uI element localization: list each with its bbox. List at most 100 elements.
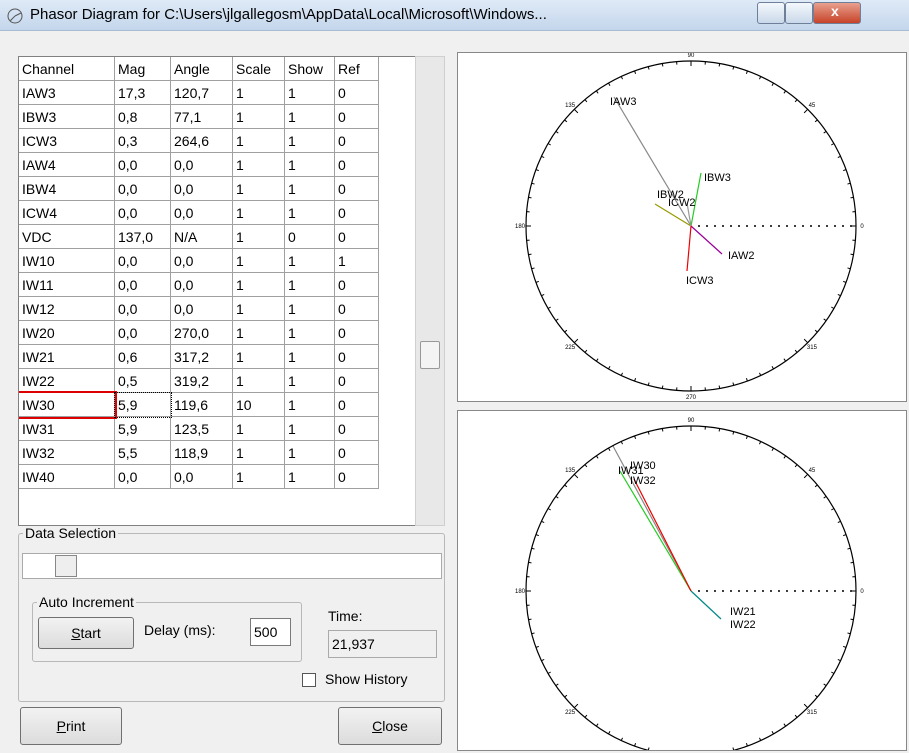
minimize-button[interactable] (757, 2, 785, 24)
table-cell[interactable]: 0 (334, 80, 379, 105)
table-cell[interactable]: 1 (284, 272, 335, 297)
table-cell[interactable]: 1 (334, 248, 379, 273)
table-cell[interactable]: 0 (334, 320, 379, 345)
table-cell[interactable]: 0 (334, 272, 379, 297)
table-cell[interactable]: 1 (232, 320, 285, 345)
table-cell[interactable]: N/A (170, 224, 233, 249)
table-cell[interactable]: 1 (232, 200, 285, 225)
table-cell[interactable]: 0 (334, 416, 379, 441)
table-cell[interactable]: IW32 (19, 440, 115, 465)
table-cell[interactable]: 0,0 (170, 152, 233, 177)
table-cell[interactable]: 0,0 (114, 200, 171, 225)
table-cell[interactable]: 1 (284, 416, 335, 441)
table-cell[interactable]: 1 (284, 368, 335, 393)
table-cell[interactable]: 0 (334, 368, 379, 393)
table-cell[interactable]: 0,0 (170, 272, 233, 297)
table-cell[interactable]: 5,9 (114, 416, 171, 441)
table-cell[interactable]: 1 (284, 320, 335, 345)
table-cell[interactable]: 0 (334, 200, 379, 225)
table-cell[interactable]: 0,0 (114, 464, 171, 489)
table-cell[interactable]: IAW4 (19, 152, 115, 177)
table-cell[interactable]: 0 (334, 296, 379, 321)
table-cell[interactable]: 1 (284, 80, 335, 105)
table-cell[interactable]: 0,8 (114, 104, 171, 129)
table-cell[interactable]: 77,1 (170, 104, 233, 129)
table-cell[interactable]: 0,0 (114, 272, 171, 297)
table-cell[interactable]: 1 (284, 104, 335, 129)
table-cell[interactable]: 0 (334, 224, 379, 249)
table-cell[interactable]: 0 (334, 152, 379, 177)
table-cell[interactable]: 0 (334, 440, 379, 465)
show-history-checkbox[interactable] (302, 673, 316, 687)
table-cell[interactable]: 137,0 (114, 224, 171, 249)
table-cell[interactable]: 123,5 (170, 416, 233, 441)
table-cell[interactable]: 1 (232, 80, 285, 105)
start-button[interactable]: Start (38, 617, 134, 649)
table-cell[interactable]: IW12 (19, 296, 115, 321)
table-cell[interactable]: 270,0 (170, 320, 233, 345)
scroll-thumb[interactable] (420, 341, 440, 369)
table-cell[interactable]: 0 (284, 224, 335, 249)
table-cell[interactable]: 1 (284, 176, 335, 201)
table-cell[interactable]: 119,6 (170, 392, 233, 417)
table-cell[interactable]: 1 (232, 440, 285, 465)
table-cell[interactable]: IW21 (19, 344, 115, 369)
table-cell[interactable]: 0 (334, 344, 379, 369)
table-cell[interactable]: IW20 (19, 320, 115, 345)
table-cell[interactable]: 1 (284, 440, 335, 465)
table-cell[interactable]: 0,0 (170, 296, 233, 321)
table-cell[interactable]: IW22 (19, 368, 115, 393)
maximize-button[interactable] (785, 2, 813, 24)
table-cell[interactable]: 1 (284, 248, 335, 273)
table-cell[interactable]: 1 (232, 272, 285, 297)
table-cell[interactable]: 317,2 (170, 344, 233, 369)
table-cell[interactable]: VDC (19, 224, 115, 249)
table-cell[interactable]: 1 (232, 464, 285, 489)
table-cell[interactable]: 1 (232, 104, 285, 129)
table-cell[interactable]: 0,0 (114, 296, 171, 321)
table-cell[interactable]: 0,0 (170, 248, 233, 273)
table-cell[interactable]: 0,0 (170, 176, 233, 201)
table-cell[interactable]: IW31 (19, 416, 115, 441)
table-cell[interactable]: 0 (334, 104, 379, 129)
table-cell[interactable]: 0 (334, 464, 379, 489)
print-button[interactable]: Print (20, 707, 122, 745)
table-cell[interactable]: 17,3 (114, 80, 171, 105)
table-cell[interactable]: 118,9 (170, 440, 233, 465)
table-cell[interactable]: 1 (232, 224, 285, 249)
table-cell[interactable]: IAW3 (19, 80, 115, 105)
table-cell[interactable]: 0,3 (114, 128, 171, 153)
table-cell[interactable]: IW11 (19, 272, 115, 297)
table-cell[interactable]: 0,0 (114, 176, 171, 201)
close-button[interactable]: Close (338, 707, 442, 745)
table-cell[interactable]: 319,2 (170, 368, 233, 393)
table-cell[interactable]: IW10 (19, 248, 115, 273)
table-cell[interactable]: ICW4 (19, 200, 115, 225)
table-cell[interactable]: 0,0 (114, 152, 171, 177)
table-cell[interactable]: 120,7 (170, 80, 233, 105)
table-cell[interactable]: 1 (284, 128, 335, 153)
table-cell[interactable]: 0,0 (114, 320, 171, 345)
table-cell[interactable]: 0,5 (114, 368, 171, 393)
table-cell[interactable]: 1 (232, 152, 285, 177)
table-cell[interactable]: 0,0 (170, 200, 233, 225)
table-cell[interactable]: 1 (232, 296, 285, 321)
table-cell[interactable]: 1 (232, 176, 285, 201)
table-cell[interactable]: 1 (284, 152, 335, 177)
table-cell[interactable]: 0 (334, 176, 379, 201)
slider-thumb[interactable] (55, 555, 77, 577)
delay-input[interactable]: 500 (250, 618, 291, 646)
table-cell[interactable]: 1 (232, 248, 285, 273)
table-cell[interactable]: 0 (334, 128, 379, 153)
data-slider[interactable] (22, 553, 442, 579)
table-cell[interactable]: IW40 (19, 464, 115, 489)
table-cell[interactable]: 1 (232, 344, 285, 369)
table-scrollbar[interactable] (415, 56, 445, 526)
table-cell[interactable]: 5,9 (113, 391, 172, 418)
table-cell[interactable]: 10 (232, 392, 285, 417)
table-cell[interactable]: 0,0 (170, 464, 233, 489)
table-cell[interactable]: 264,6 (170, 128, 233, 153)
table-cell[interactable]: 1 (284, 200, 335, 225)
table-cell[interactable]: IBW3 (19, 104, 115, 129)
table-cell[interactable]: 1 (232, 368, 285, 393)
